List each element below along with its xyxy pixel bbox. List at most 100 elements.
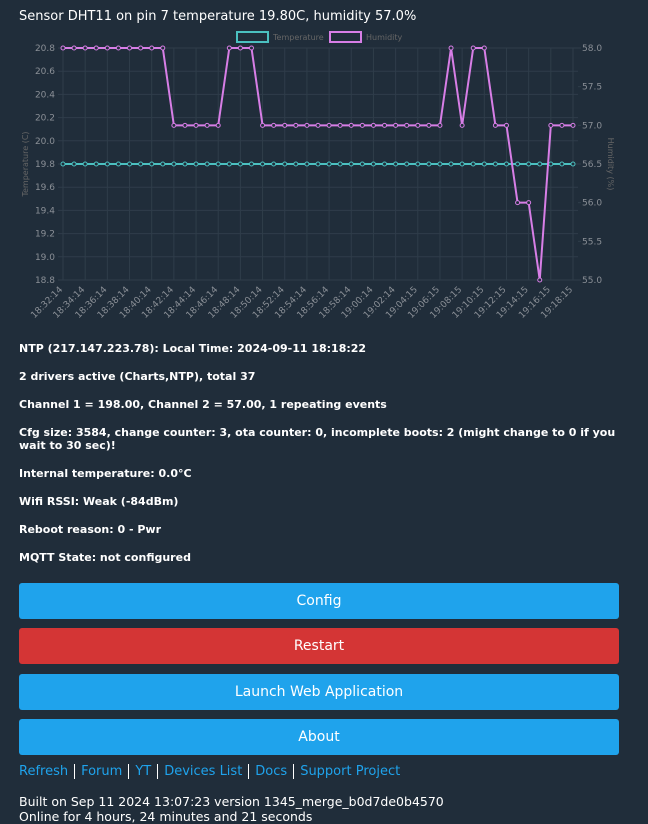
- data-point: [393, 122, 399, 128]
- data-point: [82, 161, 88, 167]
- data-point: [60, 45, 66, 51]
- data-point: [548, 161, 554, 167]
- data-point: [448, 161, 454, 167]
- data-point: [127, 161, 133, 167]
- data-point: [182, 161, 188, 167]
- link[interactable]: Devices List: [157, 764, 243, 779]
- data-point: [382, 161, 388, 167]
- data-point: [437, 122, 443, 128]
- data-point: [171, 161, 177, 167]
- data-point: [437, 161, 443, 167]
- data-point: [93, 161, 99, 167]
- link[interactable]: Forum: [74, 764, 123, 779]
- data-point: [415, 122, 421, 128]
- status-line: Cfg size: 3584, change counter: 3, ota c…: [19, 426, 616, 452]
- status-line: Channel 1 = 198.00, Channel 2 = 57.00, 1…: [19, 398, 387, 411]
- button[interactable]: About: [19, 719, 619, 755]
- data-point: [426, 122, 432, 128]
- status-line: NTP (217.147.223.78): Local Time: 2024-0…: [19, 342, 367, 355]
- status-list: NTP (217.147.223.78): Local Time: 2024-0…: [19, 342, 624, 579]
- data-point: [138, 161, 144, 167]
- data-point: [370, 161, 376, 167]
- data-point: [337, 122, 343, 128]
- data-point: [404, 122, 410, 128]
- data-point: [293, 161, 299, 167]
- y-tick-label: 20.2: [35, 114, 55, 124]
- y-tick-label: 19.0: [35, 253, 55, 263]
- data-point: [293, 122, 299, 128]
- data-point: [326, 161, 332, 167]
- data-point: [248, 45, 254, 51]
- data-point: [537, 161, 543, 167]
- data-point: [248, 161, 254, 167]
- y-tick-label: 19.8: [35, 160, 55, 170]
- data-point: [104, 161, 110, 167]
- data-point: [503, 122, 509, 128]
- data-point: [492, 161, 498, 167]
- footer-line: Online for 4 hours, 24 minutes and 21 se…: [19, 809, 313, 824]
- data-point: [315, 161, 321, 167]
- data-point: [481, 161, 487, 167]
- data-point: [60, 161, 66, 167]
- data-point: [71, 161, 77, 167]
- y2-tick-label: 58.0: [582, 44, 602, 54]
- data-point: [138, 45, 144, 51]
- data-point: [260, 122, 266, 128]
- y-tick-label: 20.4: [35, 90, 55, 100]
- legend-swatch: [329, 31, 362, 43]
- data-point: [127, 45, 133, 51]
- data-point: [459, 122, 465, 128]
- data-point: [193, 122, 199, 128]
- data-point: [348, 161, 354, 167]
- data-point: [115, 161, 121, 167]
- data-point: [415, 161, 421, 167]
- legend-swatch: [236, 31, 269, 43]
- data-point: [470, 45, 476, 51]
- link[interactable]: Docs: [248, 764, 288, 779]
- status-line: Wifi RSSI: Weak (-84dBm): [19, 495, 179, 508]
- button[interactable]: Launch Web Application: [19, 674, 619, 710]
- data-point: [481, 45, 487, 51]
- data-point: [526, 200, 532, 206]
- data-point: [559, 161, 565, 167]
- data-point: [503, 161, 509, 167]
- link[interactable]: YT: [128, 764, 152, 779]
- data-point: [470, 161, 476, 167]
- data-point: [570, 122, 576, 128]
- data-point: [260, 161, 266, 167]
- data-point: [93, 45, 99, 51]
- footer: Built on Sep 11 2024 13:07:23 version 13…: [19, 794, 444, 824]
- data-point: [71, 45, 77, 51]
- data-point: [370, 122, 376, 128]
- data-point: [304, 161, 310, 167]
- data-point: [215, 161, 221, 167]
- data-point: [182, 122, 188, 128]
- page-title: Sensor DHT11 on pin 7 temperature 19.80C…: [19, 9, 417, 24]
- data-point: [448, 45, 454, 51]
- footer-line: Built on Sep 11 2024 13:07:23 version 13…: [19, 794, 444, 809]
- button[interactable]: Restart: [19, 628, 619, 664]
- data-point: [226, 161, 232, 167]
- y-tick-label: 20.8: [35, 44, 55, 54]
- y-tick-label: 18.8: [35, 276, 55, 286]
- button[interactable]: Config: [19, 583, 619, 619]
- status-line: Internal temperature: 0.0°C: [19, 467, 192, 480]
- data-point: [237, 161, 243, 167]
- status-line: MQTT State: not configured: [19, 551, 191, 564]
- data-point: [337, 161, 343, 167]
- data-point: [315, 122, 321, 128]
- data-point: [404, 161, 410, 167]
- y-tick-label: 20.6: [35, 67, 55, 77]
- y2-tick-label: 57.5: [582, 83, 602, 93]
- link-bar: Refresh Forum YT Devices List Docs Support Pr…: [19, 764, 401, 779]
- data-point: [559, 122, 565, 128]
- data-point: [215, 122, 221, 128]
- data-point: [82, 45, 88, 51]
- y-tick-label: 19.2: [35, 230, 55, 240]
- link[interactable]: Support Project: [293, 764, 401, 779]
- data-point: [393, 161, 399, 167]
- data-point: [149, 45, 155, 51]
- link[interactable]: Refresh: [19, 764, 69, 779]
- data-point: [359, 122, 365, 128]
- data-point: [459, 161, 465, 167]
